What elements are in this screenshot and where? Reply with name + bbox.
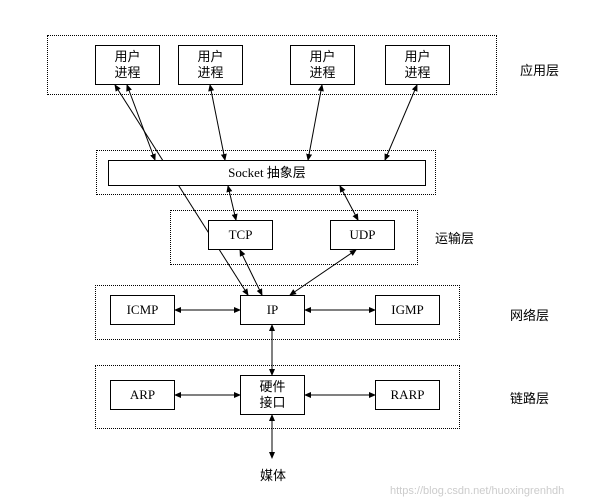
user-process-4-box: 用户 进程	[385, 45, 450, 85]
network-layer-label: 网络层	[510, 305, 549, 324]
arp-box: ARP	[110, 380, 175, 410]
rarp-box: RARP	[375, 380, 440, 410]
user-process-3-box: 用户 进程	[290, 45, 355, 85]
hardware-interface-box: 硬件 接口	[240, 375, 305, 415]
edge-user3-socket	[308, 85, 322, 160]
tcp-box: TCP	[208, 220, 273, 250]
media-label: 媒体	[260, 465, 286, 484]
user-process-2-box: 用户 进程	[178, 45, 243, 85]
edge-user1-socket	[127, 85, 155, 160]
icmp-box: ICMP	[110, 295, 175, 325]
watermark-text: https://blog.csdn.net/huoxingrenhdh	[390, 485, 564, 497]
ip-box: IP	[240, 295, 305, 325]
user-process-1-box: 用户 进程	[95, 45, 160, 85]
link-layer-label: 链路层	[510, 388, 549, 407]
igmp-box: IGMP	[375, 295, 440, 325]
transport-layer-label: 运输层	[435, 228, 474, 247]
edge-user4-socket	[385, 85, 417, 160]
edge-user2-socket	[210, 85, 225, 160]
socket-abstraction-box: Socket 抽象层	[108, 160, 426, 186]
udp-box: UDP	[330, 220, 395, 250]
application-layer-label: 应用层	[520, 60, 559, 79]
